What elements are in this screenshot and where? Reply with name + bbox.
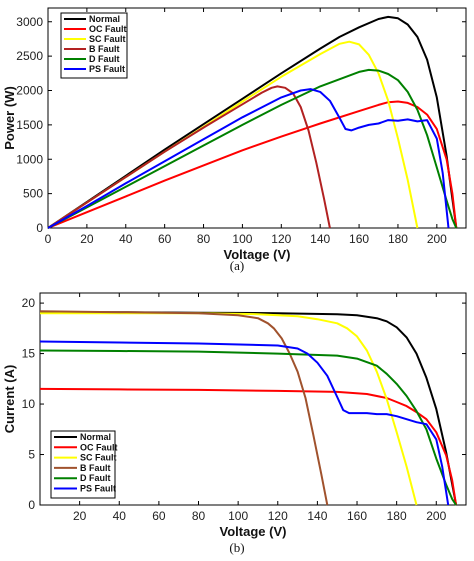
chart-b: 20 40 60 80 100 120 140 160 180 200 0 5 10 15 20 Voltag… [2,292,467,555]
chart-a: 0 20 40 60 80 100 120 140 160 180 2000500100015002… [2,7,467,273]
x-tick-label: 140 [307,509,327,523]
x-axis-label: Voltage (V) [220,524,287,539]
series-line-normal [47,15,458,229]
x-tick-label: 200 [427,232,447,246]
series-line-b-fault [47,85,331,229]
legend-entry: B Fault [80,463,111,473]
x-tick-label: 160 [347,509,367,523]
series-line-oc-fault [47,100,458,229]
legend-box [50,430,116,499]
legend-entry: Normal [89,14,120,24]
y-axis-label: Power (W) [2,86,17,150]
legend-entry: SC Fault [80,453,117,463]
x-tick-label: 60 [158,232,172,246]
x-tick-label: 200 [426,509,446,523]
x-tick-label: 120 [271,232,291,246]
legend-entry: D Fault [80,473,111,483]
legend-entry: SC Fault [89,34,126,44]
x-tick-label: 180 [387,509,407,523]
y-tick-label: 0 [28,498,35,512]
x-tick-label: 100 [232,232,252,246]
legend-entry: OC Fault [89,24,127,34]
series-line-ps-fault [47,88,450,229]
y-tick-label: 20 [22,296,36,310]
legend-entry: PS Fault [80,484,116,494]
y-tick-label: 500 [23,187,43,201]
y-tick-label: 2500 [16,49,43,63]
series-line-ps-fault [39,340,450,506]
x-tick-label: 40 [113,509,127,523]
x-tick-label: 80 [192,509,206,523]
series-line-b-fault [39,310,329,506]
y-tick-label: 5 [28,448,35,462]
series-line-oc-fault [39,387,458,506]
series-line-d-fault [39,349,457,506]
y-tick-label: 3000 [16,15,43,29]
x-tick-label: 100 [228,509,248,523]
legend-entry: D Fault [89,54,120,64]
x-tick-label: 40 [119,232,133,246]
legend-entry: Normal [80,432,111,442]
figure-caption: (a) [230,258,244,273]
legend-box [60,12,128,79]
y-axis-label: Current (A) [2,365,17,434]
legend-entry: B Fault [89,44,120,54]
x-axis-label: Voltage (V) [224,247,291,262]
y-tick-label: 15 [22,347,36,361]
x-tick-label: 160 [349,232,369,246]
legend-entry: PS Fault [89,64,125,74]
y-tick-label: 1000 [16,152,43,166]
x-tick-label: 140 [310,232,330,246]
figure-caption: (b) [229,540,244,555]
x-tick-label: 20 [80,232,94,246]
y-tick-label: 0 [36,221,43,235]
y-tick-label: 10 [22,397,36,411]
x-tick-label: 60 [152,509,166,523]
legend-entry: OC Fault [80,442,118,452]
x-tick-label: 180 [388,232,408,246]
x-tick-label: 20 [73,509,87,523]
series-line-d-fault [47,68,458,229]
y-tick-label: 2000 [16,84,43,98]
x-tick-label: 0 [45,232,52,246]
x-tick-label: 80 [197,232,211,246]
x-tick-label: 120 [268,509,288,523]
y-tick-label: 1500 [16,118,43,132]
